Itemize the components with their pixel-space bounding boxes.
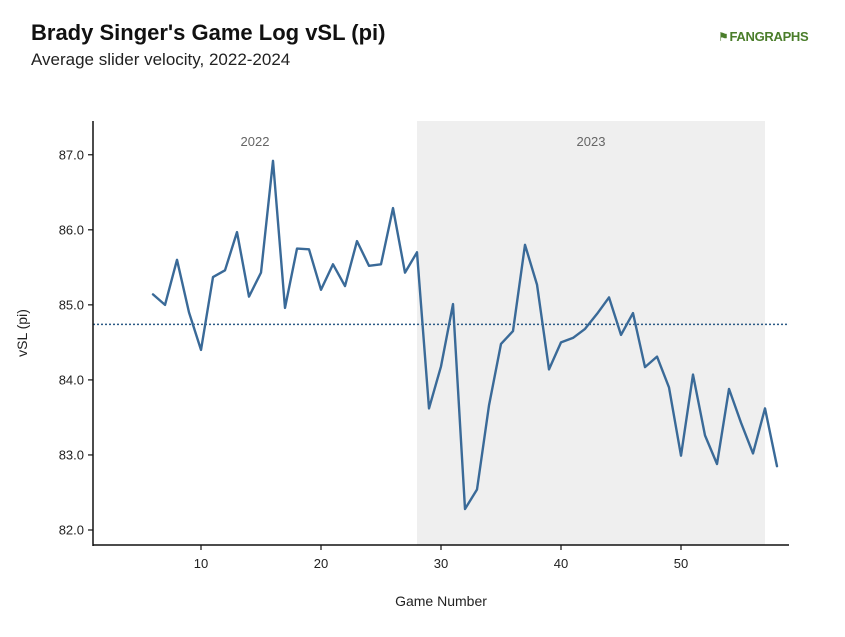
logo-graphs-text: GRAPHS (754, 29, 809, 44)
x-tick-label: 30 (434, 556, 448, 571)
y-tick-label: 82.0 (59, 522, 84, 537)
y-tick-label: 84.0 (59, 372, 84, 387)
y-tick-label: 83.0 (59, 447, 84, 462)
chart-title: Brady Singer's Game Log vSL (pi) (31, 20, 386, 45)
season-label-2022: 2022 (241, 134, 270, 149)
season-label-2023: 2023 (577, 134, 606, 149)
chart-subtitle: Average slider velocity, 2022-2024 (31, 50, 291, 69)
y-tick-label: 87.0 (59, 147, 84, 162)
fangraphs-logo: ⚑ FAN GRAPHS (718, 29, 809, 44)
logo-fan-text: FAN (729, 29, 755, 44)
series-line-vsl (151, 159, 779, 511)
y-tick-label: 85.0 (59, 297, 84, 312)
axes: 82.0 83.0 84.0 85.0 86.0 87.0 10 20 30 40 50 (59, 121, 789, 571)
x-tick-label: 20 (314, 556, 328, 571)
x-tick-label: 10 (194, 556, 208, 571)
series-layer (151, 159, 779, 511)
x-tick-label: 40 (554, 556, 568, 571)
x-tick-label: 50 (674, 556, 688, 571)
batter-icon: ⚑ (718, 29, 729, 44)
season-shading-layer: 2022 2023 (241, 121, 765, 545)
season-band-2023 (417, 121, 765, 545)
y-axis-label: vSL (pi) (14, 309, 30, 357)
x-axis-label: Game Number (395, 593, 487, 609)
y-tick-label: 86.0 (59, 222, 84, 237)
